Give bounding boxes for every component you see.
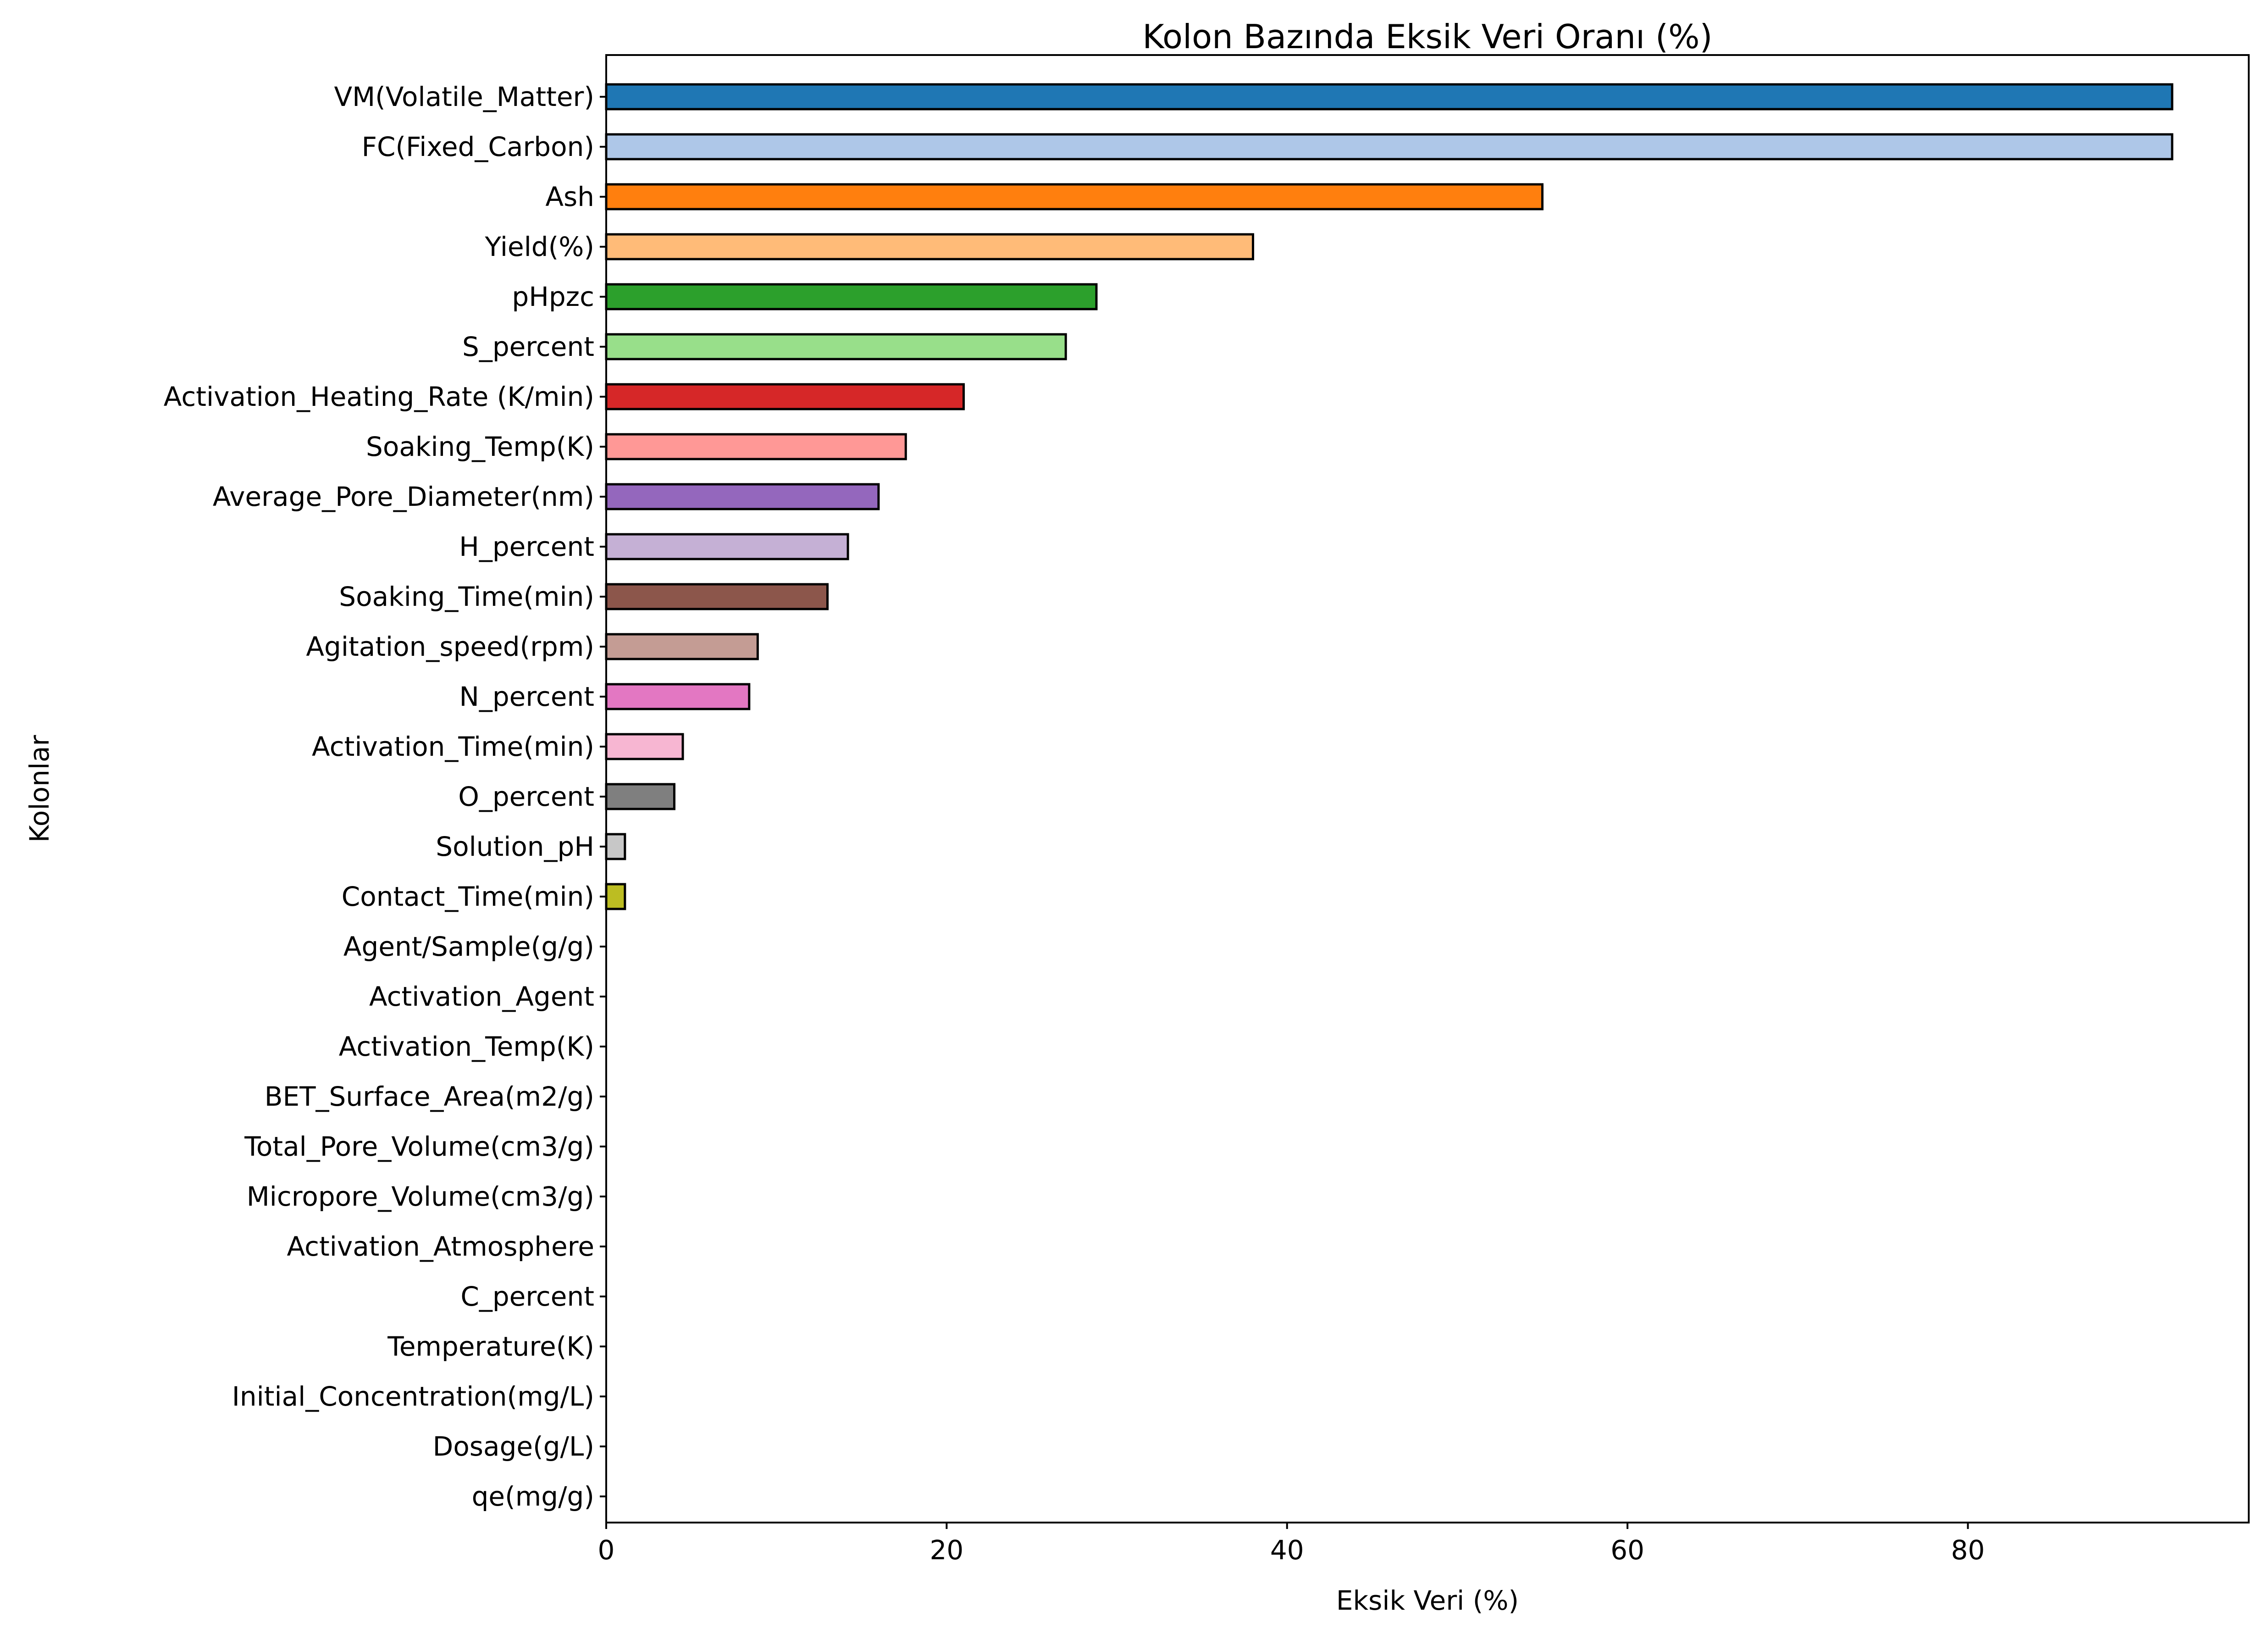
y-tick-label: H_percent	[459, 531, 594, 562]
y-tick-label: Activation_Heating_Rate (K/min)	[164, 381, 594, 412]
y-tick-label: C_percent	[460, 1281, 594, 1312]
x-tick-label: 0	[598, 1534, 615, 1566]
x-ticks-group: 0 20 40 60 80	[598, 1523, 1985, 1566]
y-tick-label: Ash	[545, 181, 594, 212]
bar	[605, 83, 2174, 111]
y-tick-label: VM(Volatile_Matter)	[334, 81, 594, 112]
bar	[605, 533, 849, 560]
bar	[605, 483, 880, 510]
y-tick-label: Soaking_Time(min)	[339, 581, 594, 612]
y-tick-label: Activation_Agent	[369, 981, 594, 1012]
bar	[605, 683, 751, 710]
y-axis-label: Kolonlar	[24, 735, 55, 843]
y-tick-label: Yield(%)	[485, 231, 594, 262]
bar	[605, 833, 626, 860]
y-tick-label: S_percent	[462, 331, 594, 362]
y-tick-label: Activation_Time(min)	[312, 731, 594, 762]
plot-frame	[605, 54, 2250, 1523]
y-tick-label: pHpzc	[512, 281, 594, 312]
x-tick-label: 60	[1610, 1534, 1644, 1566]
bar	[605, 583, 829, 610]
y-tick-label: BET_Surface_Area(m2/g)	[265, 1081, 594, 1112]
x-tick-label: 40	[1270, 1534, 1304, 1566]
bar	[605, 633, 759, 660]
y-tick-label: Soaking_Temp(K)	[366, 431, 594, 462]
bar	[605, 383, 965, 410]
y-tick-label: Average_Pore_Diameter(nm)	[213, 481, 594, 512]
y-ticks-group: VM(Volatile_Matter) FC(Fixed_Carbon) Ash Yi…	[164, 81, 606, 1512]
bar	[605, 883, 626, 910]
x-axis-label: Eksik Veri (%)	[1336, 1585, 1519, 1616]
y-tick-label: Micropore_Volume(cm3/g)	[247, 1181, 594, 1212]
bar	[605, 733, 684, 760]
chart-title: Kolon Bazında Eksik Veri Oranı (%)	[1142, 17, 1712, 56]
y-tick-label: O_percent	[458, 781, 594, 812]
bar	[605, 333, 1067, 360]
y-tick-label: Activation_Temp(K)	[339, 1031, 594, 1062]
bar	[605, 433, 907, 460]
y-tick-label: qe(mg/g)	[472, 1481, 594, 1512]
y-tick-label: Total_Pore_Volume(cm3/g)	[244, 1131, 594, 1162]
y-tick-label: Contact_Time(min)	[342, 881, 594, 912]
x-tick-label: 20	[929, 1534, 963, 1566]
bars-group	[605, 83, 2174, 910]
bar	[605, 183, 1544, 210]
x-tick-label: 80	[1951, 1534, 1985, 1566]
y-tick-label: Agent/Sample(g/g)	[343, 931, 594, 962]
y-tick-label: Temperature(K)	[387, 1331, 594, 1362]
y-tick-label: Solution_pH	[436, 831, 594, 862]
y-tick-label: Initial_Concentration(mg/L)	[232, 1381, 594, 1412]
bar	[605, 233, 1255, 260]
y-tick-label: Activation_Atmosphere	[287, 1231, 594, 1262]
y-tick-label: Agitation_speed(rpm)	[306, 631, 594, 662]
bar	[605, 783, 675, 810]
y-tick-label: N_percent	[459, 681, 594, 712]
bar	[605, 283, 1098, 310]
y-tick-label: Dosage(g/L)	[433, 1431, 594, 1462]
y-tick-label: FC(Fixed_Carbon)	[362, 131, 594, 162]
bar	[605, 133, 2174, 161]
